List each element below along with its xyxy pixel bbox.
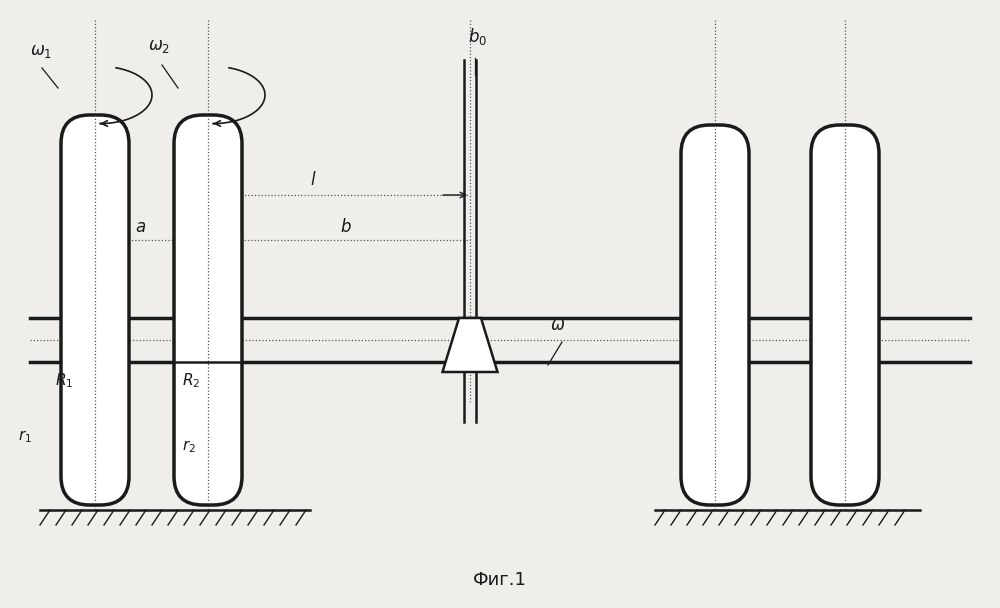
- Text: $\omega_2$: $\omega_2$: [148, 37, 170, 55]
- Text: $R_2$: $R_2$: [182, 371, 200, 390]
- Text: $R_1$: $R_1$: [55, 371, 73, 390]
- Text: $\omega_1$: $\omega_1$: [30, 42, 52, 60]
- Text: $r_2$: $r_2$: [182, 438, 196, 455]
- Text: Фиг.1: Фиг.1: [473, 571, 527, 589]
- FancyBboxPatch shape: [811, 125, 879, 505]
- Text: $b_0$: $b_0$: [468, 26, 487, 47]
- FancyBboxPatch shape: [174, 115, 242, 505]
- Text: $a$: $a$: [135, 218, 146, 236]
- Text: $\omega$: $\omega$: [550, 316, 565, 334]
- FancyBboxPatch shape: [681, 125, 749, 505]
- FancyBboxPatch shape: [61, 115, 129, 505]
- Polygon shape: [442, 318, 498, 372]
- Text: $r_1$: $r_1$: [18, 428, 32, 444]
- Text: $l$: $l$: [310, 171, 317, 189]
- Text: $b$: $b$: [340, 218, 352, 236]
